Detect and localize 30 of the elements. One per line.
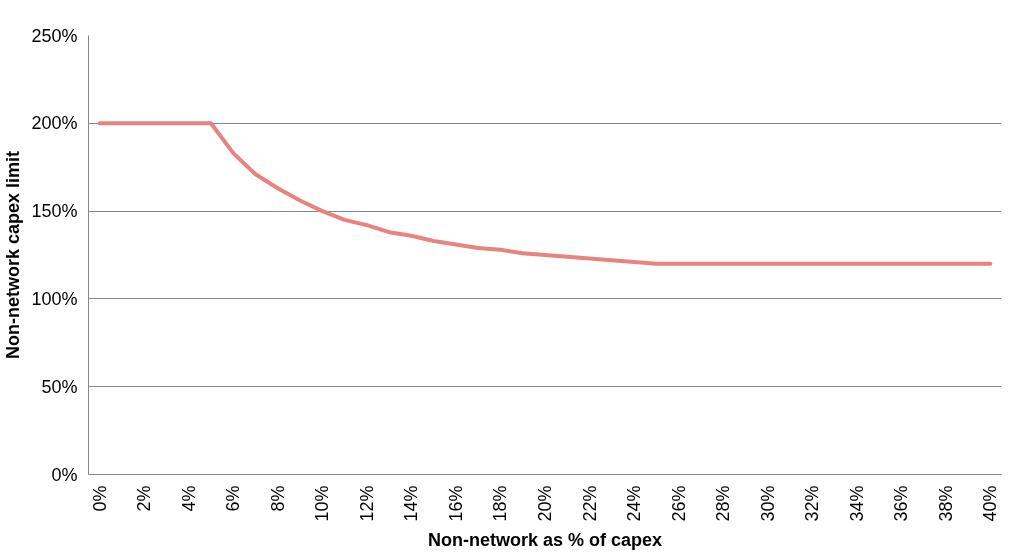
y-tick-label: 100%: [31, 288, 78, 309]
y-axis-title: Non-network capex limit: [3, 150, 24, 360]
x-tick-label: 12%: [356, 485, 377, 522]
x-tick-label: 38%: [935, 485, 956, 522]
x-tick-label: 24%: [624, 485, 645, 522]
x-tick-label: 8%: [267, 485, 288, 512]
x-tick-label: 2%: [134, 485, 155, 512]
x-tick-label: 36%: [891, 485, 912, 522]
y-tick-label: 200%: [31, 113, 78, 134]
x-tick-label: 20%: [535, 485, 555, 522]
x-tick-label: 6%: [223, 485, 244, 512]
x-tick-label: 4%: [178, 485, 199, 512]
x-axis-title: Non-network as % of capex: [427, 529, 663, 550]
y-tick-label: 150%: [31, 201, 78, 222]
x-tick-label: 10%: [312, 485, 333, 522]
x-tick-label: 26%: [668, 485, 689, 522]
x-tick-label: 34%: [846, 485, 867, 522]
y-tick-label: 0%: [51, 464, 78, 485]
x-tick-label: 0%: [89, 485, 110, 512]
x-tick-label: 28%: [713, 485, 734, 522]
x-tick-label: 22%: [579, 485, 600, 522]
x-tick-label: 16%: [445, 485, 466, 522]
y-tick-label: 50%: [41, 376, 78, 397]
x-tick-label: 18%: [490, 485, 511, 522]
x-tick-label: 40%: [980, 485, 1001, 522]
x-tick-label: 30%: [757, 485, 778, 522]
line-series: [97, 121, 993, 266]
x-tick-label: 14%: [401, 485, 422, 522]
x-tick-label: 32%: [802, 485, 823, 522]
y-tick-label: 250%: [31, 25, 78, 46]
